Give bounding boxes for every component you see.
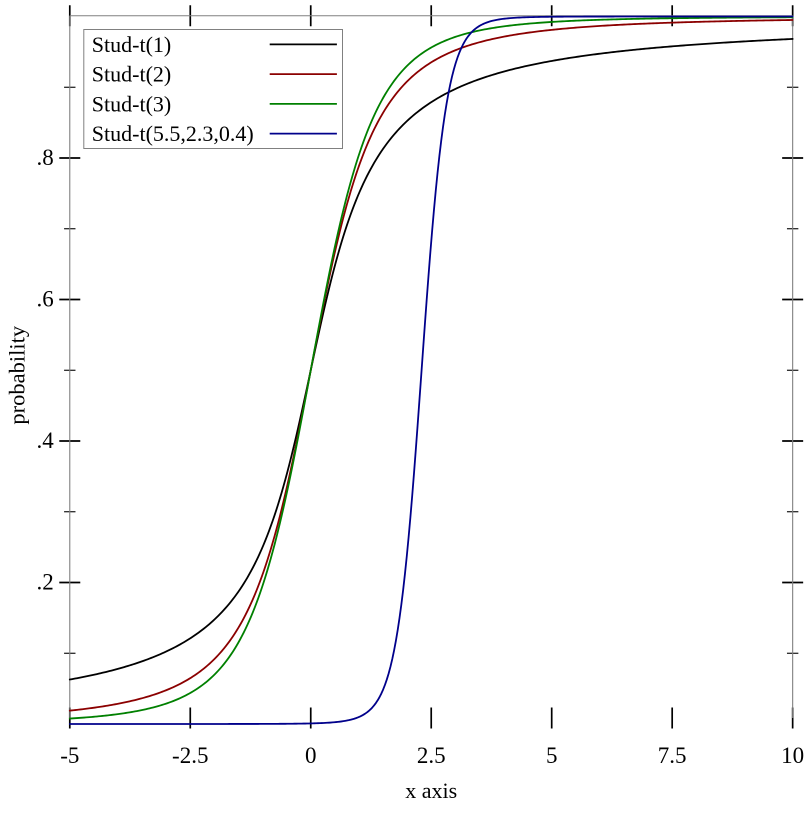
svg-text:.6: .6 xyxy=(37,287,54,312)
svg-text:Stud-t(5.5,2.3,0.4): Stud-t(5.5,2.3,0.4) xyxy=(92,121,254,146)
svg-text:probability: probability xyxy=(5,325,30,424)
svg-text:2.5: 2.5 xyxy=(417,743,446,768)
svg-text:Stud-t(2): Stud-t(2) xyxy=(92,62,171,87)
svg-text:.2: .2 xyxy=(37,570,54,595)
svg-text:-2.5: -2.5 xyxy=(172,743,208,768)
svg-text:x axis: x axis xyxy=(405,778,457,803)
svg-text:Stud-t(3): Stud-t(3) xyxy=(92,91,171,116)
svg-text:.8: .8 xyxy=(37,145,54,170)
svg-text:7.5: 7.5 xyxy=(658,743,687,768)
svg-text:-5: -5 xyxy=(60,743,79,768)
svg-text:10: 10 xyxy=(781,743,804,768)
svg-text:5: 5 xyxy=(546,743,558,768)
svg-text:0: 0 xyxy=(305,743,317,768)
svg-text:.4: .4 xyxy=(37,428,55,453)
svg-text:Stud-t(1): Stud-t(1) xyxy=(92,32,171,57)
